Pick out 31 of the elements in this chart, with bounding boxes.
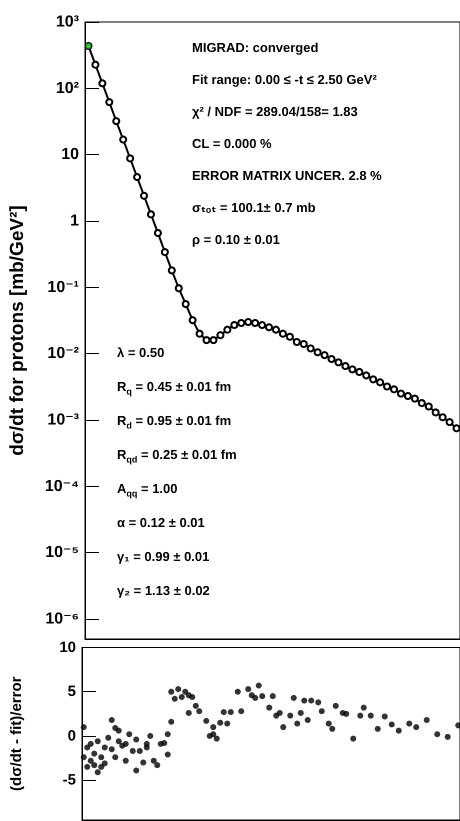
- y-tick-label: 10⁻⁵: [45, 544, 79, 562]
- y-tick-label: 10⁻¹: [47, 278, 79, 296]
- y-tick-label: -5: [62, 772, 76, 789]
- annotation: R$_{q}$ = 0.45 ± 0.01 fm: [117, 379, 232, 399]
- y-tick-label: 10: [61, 146, 80, 164]
- y-tick-label: 10³: [56, 14, 79, 30]
- annotation: α = 0.12 ± 0.01: [117, 515, 205, 531]
- annotation: ERROR MATRIX UNCER. 2.8 %: [192, 168, 382, 184]
- y-tick-label: 10⁻³: [47, 412, 79, 429]
- annotation: γ₂ = 1.13 ± 0.02: [117, 583, 210, 599]
- annotation: R$_{d}$ = 0.95 ± 0.01 fm: [117, 413, 232, 433]
- annotation: ρ = 0.10 ± 0.01: [192, 232, 280, 248]
- annotation: R$_{qd}$ = 0.25 ± 0.01 fm: [117, 447, 237, 467]
- y-tick-label: 10⁻²: [47, 345, 79, 362]
- y-tick-label: 5: [68, 683, 76, 700]
- annotation: λ = 0.50: [117, 345, 164, 361]
- y-axis-title: dσ/dt for protons [mb/GeV²]: [7, 205, 28, 456]
- annotation: γ₁ = 0.99 ± 0.01: [117, 549, 210, 565]
- annotation: Fit range: 0.00 ≤ -t ≤ 2.50 GeV²: [192, 72, 377, 88]
- annotation: χ² / NDF = 289.04/158= 1.83: [192, 104, 358, 120]
- y-tick-label: 10: [59, 639, 76, 656]
- y-tick-label: 1: [70, 212, 80, 230]
- annotation: σₜₒₜ = 100.1± 0.7 mb: [192, 200, 316, 216]
- y-tick-label: 10⁻⁶: [45, 610, 79, 628]
- annotation: CL = 0.000 %: [192, 136, 272, 152]
- y-tick-label: 0: [68, 727, 76, 744]
- y-tick-label: 10⁻⁴: [44, 478, 80, 495]
- y-axis-title: (dσ/dt - fit)/error: [8, 676, 25, 791]
- annotation: MIGRAD: converged: [192, 40, 318, 56]
- y-tick-label: 10²: [56, 80, 79, 97]
- annotation: A$_{qq}$ = 1.00: [117, 481, 178, 501]
